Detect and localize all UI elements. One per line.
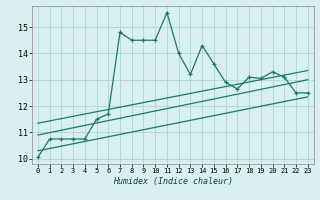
X-axis label: Humidex (Indice chaleur): Humidex (Indice chaleur) xyxy=(113,177,233,186)
